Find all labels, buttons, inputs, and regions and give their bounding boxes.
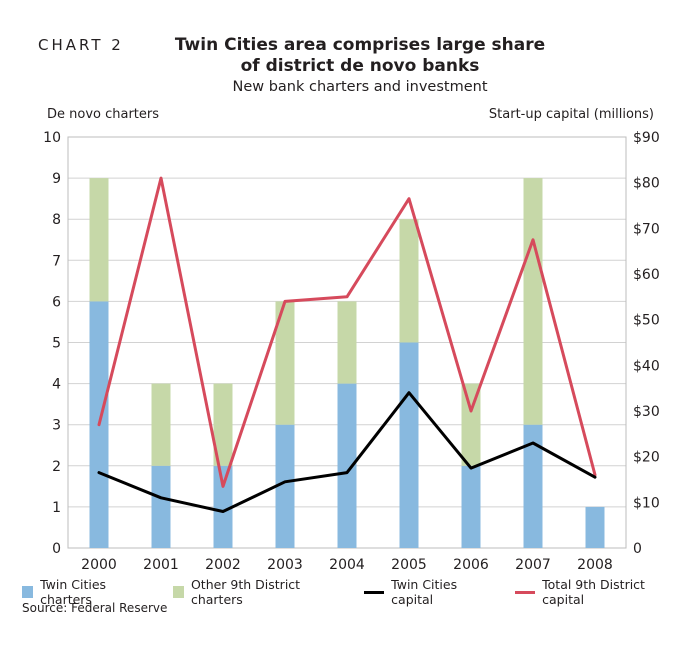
bar-twin-cities-charters — [213, 465, 233, 548]
bar-twin-cities-charters — [461, 465, 481, 548]
legend-item-total-capital: Total 9th District capital — [514, 577, 680, 607]
bar-twin-cities-charters — [399, 342, 419, 548]
bar-twin-cities-charters — [275, 424, 295, 548]
y-tick-right: $90 — [633, 130, 660, 146]
y-tick-left: 6 — [52, 294, 61, 310]
bar-other-charters — [399, 219, 419, 343]
bar-twin-cities-charters — [337, 383, 357, 548]
x-tick: 2002 — [205, 557, 241, 573]
bar-twin-cities-charters — [585, 506, 605, 548]
bar-other-charters — [337, 301, 357, 384]
chart-title-line1: Twin Cities area comprises large share — [174, 35, 546, 55]
x-tick: 2006 — [453, 557, 489, 573]
y-tick-left: 9 — [52, 171, 61, 187]
line-twin-cities-capital — [97, 391, 597, 513]
legend-swatch — [22, 586, 34, 598]
y-tick-left: 7 — [52, 253, 61, 269]
y-tick-left: 10 — [43, 130, 61, 146]
chart-title-line2: of district de novo banks — [240, 56, 480, 76]
y-tick-left: 1 — [52, 500, 61, 516]
y-tick-right: $40 — [633, 358, 660, 374]
legend-label: Total 9th District capital — [542, 577, 645, 607]
y-tick-right: $20 — [633, 450, 660, 466]
y-tick-right: $30 — [633, 404, 660, 420]
bar-other-charters — [151, 383, 171, 466]
y-tick-right: $10 — [633, 495, 660, 511]
bar-other-charters — [213, 383, 233, 466]
legend-item-other-charters: Other 9th District charters — [172, 577, 344, 607]
y-tick-left: 4 — [52, 377, 61, 393]
bar-other-charters — [523, 178, 543, 425]
x-tick: 2003 — [267, 557, 303, 573]
chart-number: CHART 2 — [38, 36, 124, 54]
line-total-capital — [97, 176, 597, 488]
y-tick-left: 5 — [52, 336, 61, 352]
y-tick-right: $70 — [633, 221, 660, 237]
legend-label: Other 9th District charters — [190, 577, 301, 607]
source-note: Source: Federal Reserve — [22, 601, 168, 615]
legend: Twin Cities charters Other 9th District … — [22, 577, 700, 607]
y-tick-right: $60 — [633, 267, 660, 283]
y-tick-left: 2 — [52, 459, 61, 475]
chart-subtitle: New bank charters and investment — [232, 79, 488, 95]
x-tick: 2004 — [329, 557, 365, 573]
legend-item-twin-cities-capital: Twin Cities capital — [363, 577, 495, 607]
legend-swatch — [172, 586, 184, 598]
bar-other-charters — [461, 383, 481, 466]
bar-twin-cities-charters — [523, 424, 543, 548]
x-tick: 2008 — [577, 557, 613, 573]
y-axis-left-title: De novo charters — [47, 107, 160, 122]
legend-swatch — [363, 590, 385, 594]
y-tick-right: 0 — [633, 541, 642, 557]
legend-item-twin-cities-charters: Twin Cities charters — [22, 577, 153, 607]
x-tick: 2007 — [515, 557, 551, 573]
bar-other-charters — [275, 301, 295, 425]
y-tick-left: 3 — [52, 418, 61, 434]
bar-other-charters — [89, 178, 109, 302]
y-axis-right-title: Start-up capital (millions) — [488, 107, 654, 122]
bar-twin-cities-charters — [151, 465, 171, 548]
legend-swatch — [514, 590, 536, 594]
legend-label: Twin Cities charters — [40, 577, 107, 607]
x-tick: 2001 — [143, 557, 179, 573]
x-tick: 2000 — [81, 557, 117, 573]
legend-label: Twin Cities capital — [391, 577, 458, 607]
y-tick-right: $50 — [633, 313, 660, 329]
x-tick: 2005 — [391, 557, 427, 573]
y-tick-right: $80 — [633, 176, 660, 192]
y-tick-left: 8 — [52, 212, 61, 228]
y-tick-left: 0 — [52, 541, 61, 557]
